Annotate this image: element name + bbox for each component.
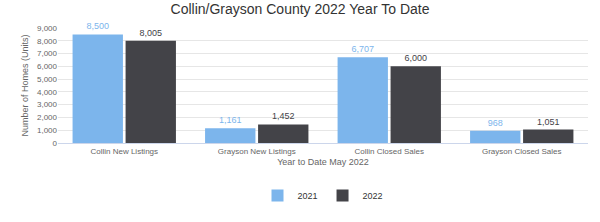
svg-text:Number of Homes (Units): Number of Homes (Units)	[20, 34, 30, 136]
svg-text:5,000: 5,000	[37, 75, 58, 84]
svg-text:1,452: 1,452	[272, 111, 295, 121]
svg-text:0: 0	[53, 139, 58, 148]
svg-text:Collin/Grayson County 2022 Yea: Collin/Grayson County 2022 Year To Date	[171, 1, 430, 17]
svg-text:Collin Closed Sales: Collin Closed Sales	[355, 147, 424, 156]
svg-text:Grayson New Listings: Grayson New Listings	[218, 147, 296, 156]
svg-text:1,051: 1,051	[537, 117, 560, 127]
svg-text:2021: 2021	[298, 191, 318, 201]
svg-text:968: 968	[488, 118, 503, 128]
svg-text:2022: 2022	[363, 191, 383, 201]
svg-text:1,161: 1,161	[219, 115, 242, 125]
svg-text:6,000: 6,000	[404, 53, 427, 63]
svg-text:8,005: 8,005	[139, 28, 162, 38]
svg-text:Grayson Closed Sales: Grayson Closed Sales	[482, 147, 562, 156]
svg-text:6,000: 6,000	[37, 62, 58, 71]
svg-text:1,000: 1,000	[37, 126, 58, 135]
svg-text:8,000: 8,000	[37, 37, 58, 46]
svg-text:3,000: 3,000	[37, 100, 58, 109]
svg-text:Year to Date May 2022: Year to Date May 2022	[277, 157, 369, 167]
svg-text:7,000: 7,000	[37, 49, 58, 58]
svg-text:9,000: 9,000	[37, 24, 58, 33]
svg-text:2,000: 2,000	[37, 113, 58, 122]
svg-text:6,707: 6,707	[351, 44, 374, 54]
svg-text:4,000: 4,000	[37, 88, 58, 97]
svg-text:8,500: 8,500	[86, 21, 109, 31]
svg-text:Collin New Listings: Collin New Listings	[90, 147, 158, 156]
